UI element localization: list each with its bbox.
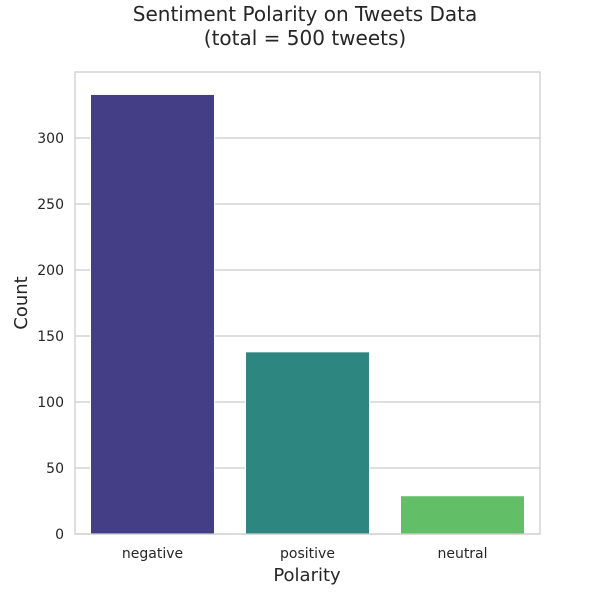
y-tick-label: 50 (46, 461, 64, 477)
plot-frame (74, 71, 541, 535)
y-tick-label: 300 (37, 131, 64, 147)
y-tick-label: 200 (37, 263, 64, 279)
y-axis-label: Count (11, 276, 32, 329)
chart-subtitle: (total = 500 tweets) (204, 26, 406, 50)
y-tick-label: 150 (37, 329, 64, 345)
x-tick-labels: negative positive neutral (122, 546, 488, 562)
y-tick-label: 100 (37, 395, 64, 411)
bar-negative (90, 93, 215, 535)
y-tick-labels: 0 50 100 150 200 250 300 (37, 131, 64, 543)
bar-neutral (400, 495, 525, 535)
x-tick-label-neutral: neutral (437, 546, 487, 562)
y-tick-label: 250 (37, 197, 64, 213)
y-tick-label: 0 (55, 527, 64, 543)
chart-title: Sentiment Polarity on Tweets Data (133, 2, 477, 26)
bar-positive (245, 351, 370, 535)
x-tick-label-negative: negative (122, 546, 183, 562)
x-tick-label-positive: positive (280, 546, 335, 562)
x-axis-label: Polarity (273, 565, 341, 586)
